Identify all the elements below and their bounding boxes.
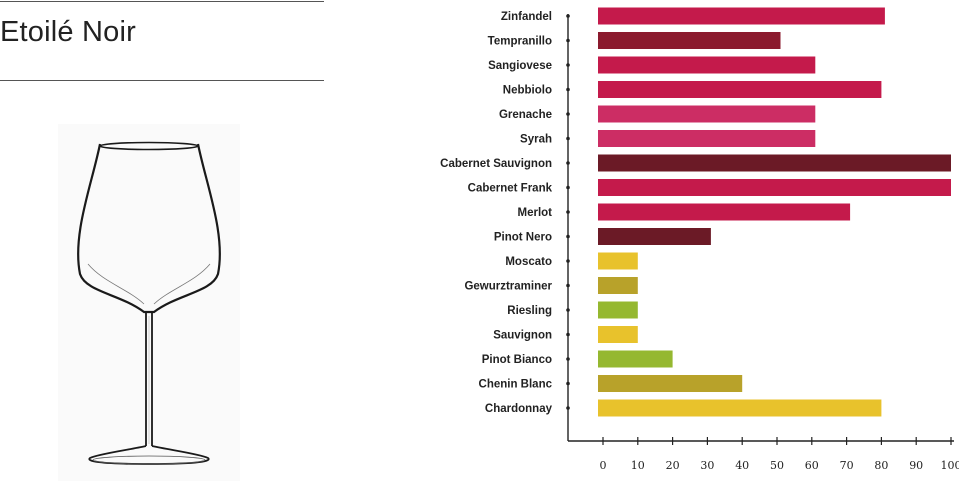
y-tick-mark xyxy=(566,283,570,288)
x-tick-label: 30 xyxy=(700,459,714,472)
bar-sangiovese xyxy=(598,56,816,74)
y-tick-mark xyxy=(566,185,570,190)
category-label: Gewurztraminer xyxy=(464,281,552,293)
category-label: Moscato xyxy=(505,256,552,268)
x-tick-label: 0 xyxy=(600,459,607,472)
y-tick-mark xyxy=(566,308,570,312)
y-tick-mark xyxy=(566,210,570,214)
y-tick-mark xyxy=(566,259,570,263)
bar-riesling xyxy=(598,301,638,319)
bar-grenache xyxy=(598,105,816,123)
x-tick-label: 50 xyxy=(770,459,784,472)
y-tick-mark xyxy=(566,381,570,386)
x-tick-label: 80 xyxy=(874,459,888,472)
y-tick-mark xyxy=(566,87,570,92)
product-title: Etoilé Noir xyxy=(0,16,136,48)
category-label: Pinot Nero xyxy=(494,232,552,244)
bottom-rule xyxy=(0,80,324,81)
y-tick-mark xyxy=(566,406,570,410)
x-tick-label: 60 xyxy=(805,459,819,472)
category-label: Cabernet Frank xyxy=(468,183,553,195)
category-label: Tempranillo xyxy=(488,36,552,48)
category-label: Sangiovese xyxy=(488,60,552,72)
y-tick-mark xyxy=(566,234,570,239)
bar-gewurztraminer xyxy=(598,277,638,294)
bar-sauvignon xyxy=(598,326,638,343)
x-tick-label: 10 xyxy=(631,459,645,472)
y-tick-mark xyxy=(566,161,570,165)
bar-pinot-nero xyxy=(598,228,711,245)
category-label: Zinfandel xyxy=(501,11,552,23)
x-tick-label: 100 xyxy=(941,459,959,472)
y-tick-mark xyxy=(566,357,570,361)
x-tick-label: 90 xyxy=(909,459,923,472)
y-tick-mark xyxy=(566,136,570,141)
category-label: Grenache xyxy=(499,109,552,121)
category-label: Chenin Blanc xyxy=(479,379,553,391)
y-tick-mark xyxy=(566,38,570,43)
x-tick-label: 20 xyxy=(666,459,680,472)
top-rule xyxy=(0,1,324,2)
bar-tempranillo xyxy=(598,32,781,49)
x-tick-label: 70 xyxy=(840,459,854,472)
y-tick-mark xyxy=(566,63,570,67)
bar-syrah xyxy=(598,130,816,147)
category-label: Syrah xyxy=(520,134,552,146)
wine-glass-image xyxy=(58,124,240,481)
bar-chenin-blanc xyxy=(598,375,743,392)
category-label: Pinot Bianco xyxy=(482,354,552,366)
category-label: Riesling xyxy=(507,305,552,317)
category-label: Nebbiolo xyxy=(503,85,552,97)
y-tick-mark xyxy=(566,14,570,18)
category-label: Merlot xyxy=(518,207,553,219)
category-label: Cabernet Sauvignon xyxy=(440,158,552,170)
bar-moscato xyxy=(598,252,638,270)
bar-pinot-bianco xyxy=(598,350,673,368)
bar-zinfandel xyxy=(598,7,885,25)
bar-cabernet-frank xyxy=(598,179,951,196)
bar-chardonnay xyxy=(598,399,882,417)
category-label: Sauvignon xyxy=(493,330,552,342)
category-label: Chardonnay xyxy=(485,403,553,415)
bar-merlot xyxy=(598,203,851,221)
y-tick-mark xyxy=(566,112,570,116)
bar-cabernet-sauvignon xyxy=(598,154,951,172)
x-tick-label: 40 xyxy=(735,459,749,472)
y-tick-mark xyxy=(566,332,570,337)
bar-nebbiolo xyxy=(598,81,882,98)
